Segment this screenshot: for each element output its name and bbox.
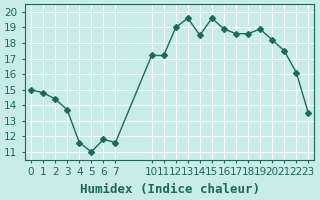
X-axis label: Humidex (Indice chaleur): Humidex (Indice chaleur) (80, 183, 260, 196)
